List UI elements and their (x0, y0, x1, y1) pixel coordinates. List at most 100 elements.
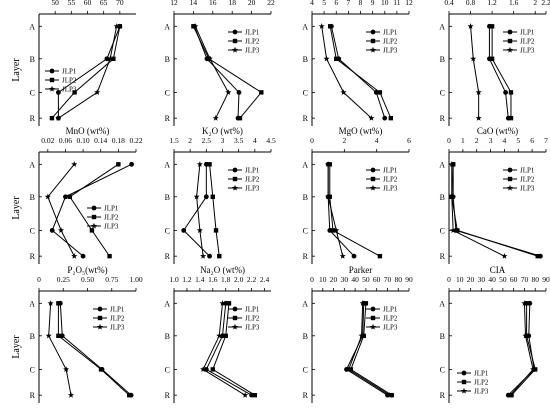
legend-marker (370, 29, 376, 35)
panel-9: P₂O₅(wt%)0 0.25 0.50 0.75 1.00ABCRLayerJLP1J… (11, 265, 143, 403)
data-point-jlp2 (330, 228, 336, 233)
x-tick-label: 80 (394, 275, 402, 284)
legend-label: JLP2 (520, 38, 535, 46)
x-tick-label: 70 (521, 275, 529, 284)
layer-label: R (440, 391, 446, 400)
x-tick-label: 10 (456, 275, 464, 284)
legend-marker (232, 176, 238, 182)
x-tick-label: 60 (84, 0, 92, 7)
data-point-jlp2 (334, 56, 339, 61)
layer-label: A (302, 160, 308, 169)
data-point-jlp2 (348, 367, 353, 372)
data-point-jlp3 (521, 300, 528, 306)
data-point-jlp3 (206, 55, 213, 62)
legend-label: JLP2 (245, 176, 260, 184)
x-tick-label: 4 (310, 0, 314, 7)
data-point-jlp3 (212, 114, 219, 121)
series-line-jlp3 (194, 26, 229, 119)
data-point-jlp3 (113, 23, 120, 29)
legend-label: JLP3 (245, 185, 260, 193)
x-tick-label: 0.75 (105, 275, 118, 284)
legend-marker (370, 315, 376, 321)
layer-label: C (165, 365, 170, 374)
series-line-jlp2 (51, 26, 121, 119)
data-point-jlp2 (226, 301, 232, 306)
layer-label: B (165, 332, 170, 341)
x-tick-label: 0.10 (77, 136, 90, 145)
panel-10: Na₂O (wt%) 1.0 1.2 1.4 1.6 1.8 2.0 2.2 2.4 A B C R JL… (164, 265, 271, 403)
data-point-jlp2 (524, 301, 529, 306)
data-point-jlp1 (56, 90, 61, 95)
data-point-jlp2 (389, 392, 394, 398)
data-point-jlp1 (373, 90, 379, 95)
x-tick-label: 14 (190, 0, 198, 7)
x-tick-label: 22 (267, 0, 275, 7)
legend-label: JLP1 (245, 306, 260, 314)
x-tick-label: 20 (248, 0, 256, 7)
data-point-jlp2 (72, 90, 77, 95)
panel-title: CaO (wt%) (477, 126, 518, 136)
data-point-jlp2 (259, 90, 264, 95)
data-point-jlp3 (200, 252, 207, 259)
x-tick-label: 1.6 (509, 0, 519, 7)
data-point-jlp2 (56, 301, 61, 306)
legend-marker (232, 315, 238, 321)
layer-label: R (165, 391, 171, 400)
legend-marker (369, 46, 377, 53)
legend-label: JLP1 (104, 205, 119, 213)
x-tick-label: 5 (322, 0, 326, 7)
legend-label: JLP2 (474, 379, 489, 387)
layer-label: R (165, 252, 171, 261)
x-tick-label: 2 (475, 136, 479, 145)
legend-label: JLP2 (110, 315, 125, 323)
data-point-jlp1 (503, 90, 508, 95)
data-point-jlp3 (107, 55, 114, 62)
legend-label: JLP1 (245, 167, 260, 175)
x-tick-label: 0 (310, 136, 314, 145)
layer-label: C (303, 226, 308, 235)
x-tick-label: 4 (503, 136, 507, 145)
legend-marker (96, 323, 104, 330)
data-point-jlp2 (535, 253, 540, 259)
data-point-jlp2 (508, 115, 514, 121)
x-tick-label: 12 (170, 0, 178, 7)
data-point-jlp3 (345, 366, 352, 372)
layer-label: B (165, 193, 170, 202)
series-line-jlp2 (212, 303, 256, 396)
data-point-jlp3 (467, 23, 474, 29)
series-line-jlp3 (58, 26, 118, 119)
legend-label: JLP1 (520, 29, 535, 37)
series-line-jlp1 (51, 163, 132, 257)
x-tick-label: 7 (544, 136, 548, 145)
x-tick-label: 0.25 (57, 275, 70, 284)
legend-label: JLP1 (520, 167, 535, 175)
x-tick-label: 1.8 (221, 275, 231, 284)
layer-label: C (440, 365, 445, 374)
series-line-jlp3 (47, 164, 75, 257)
panel-4: TiO₂(wt%)0.40.81.21.622.2ABCRJLP1JLP2JLP… (439, 0, 550, 126)
series-line-jlp1 (488, 26, 509, 119)
data-point-jlp3 (325, 161, 332, 167)
data-point-jlp3 (47, 300, 54, 306)
series-line-jlp1 (183, 164, 210, 257)
x-tick-label: 2.0 (234, 275, 244, 284)
x-tick-label: 0 (447, 136, 451, 145)
x-tick-label: 60 (373, 275, 381, 284)
legend-marker (49, 68, 55, 74)
legend-label: JLP1 (383, 167, 398, 175)
x-tick-label: 1.2 (487, 0, 497, 7)
layer-label: R (30, 391, 36, 400)
x-tick-label: 9 (371, 0, 375, 7)
legend-marker (370, 306, 376, 312)
data-point-jlp3 (339, 252, 346, 259)
legend-label: JLP3 (520, 47, 535, 55)
layer-label: B (303, 332, 308, 341)
data-point-jlp2 (363, 301, 369, 306)
x-tick-label: 0 (447, 275, 451, 284)
data-point-jlp2 (127, 392, 132, 398)
